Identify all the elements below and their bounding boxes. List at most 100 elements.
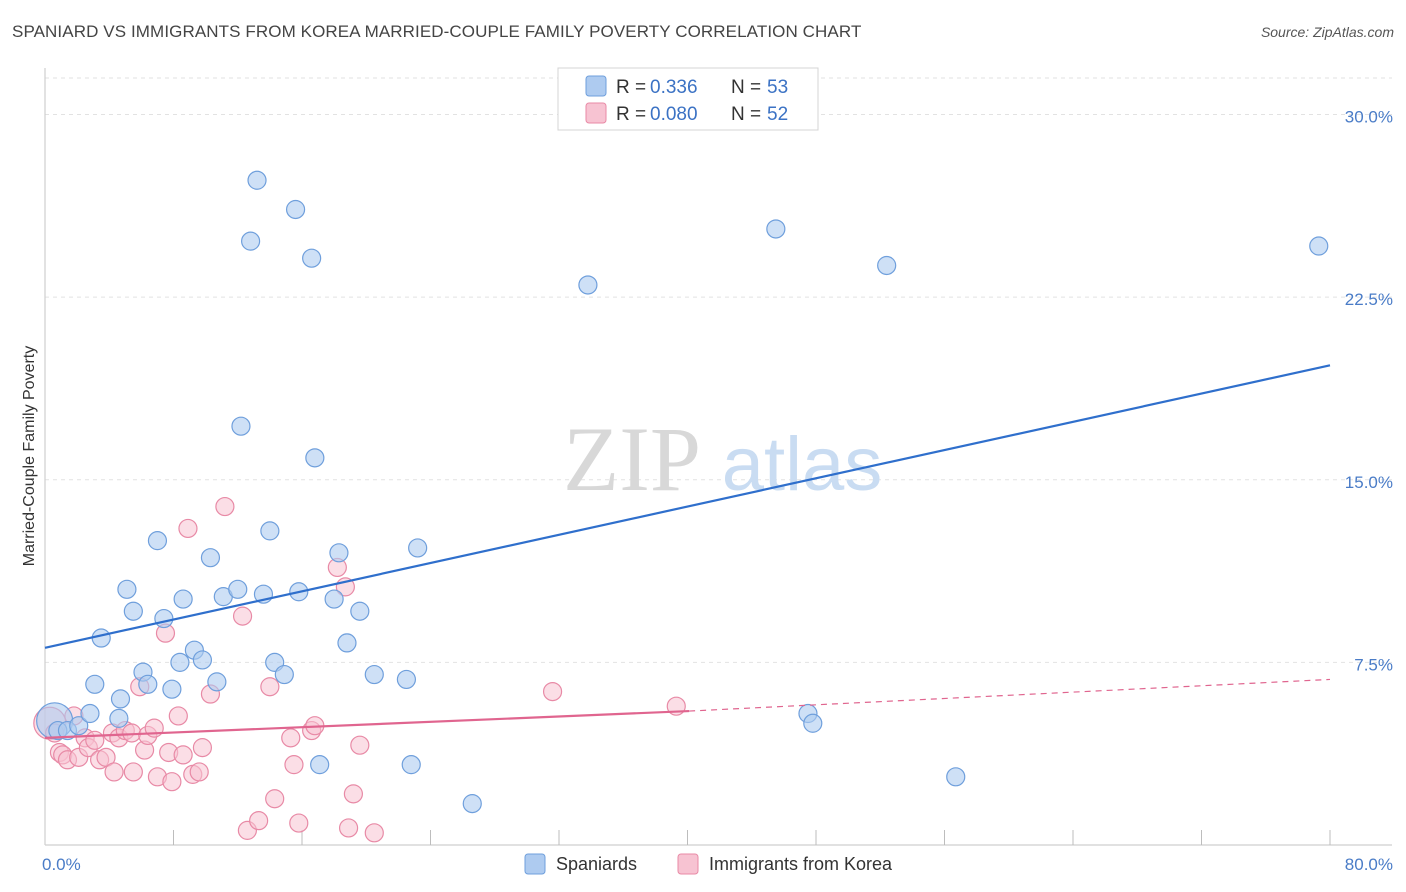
data-point-spaniards (285, 199, 306, 220)
data-point-spaniards (350, 601, 370, 621)
data-point-spaniards (110, 689, 131, 709)
data-point-spaniards (1309, 236, 1329, 256)
data-point-spaniards (228, 579, 248, 599)
source-label: Source: ZipAtlas.com (1260, 24, 1394, 40)
data-point-spaniards (305, 448, 325, 468)
data-point-korea (104, 762, 124, 782)
data-point-korea (189, 762, 209, 782)
legend-n-value: 53 (767, 77, 788, 98)
data-point-spaniards (80, 703, 100, 724)
data-point-korea (215, 496, 235, 517)
y-tick-label: 15.0% (1345, 473, 1393, 492)
x-tick-label: 0.0% (42, 855, 81, 874)
legend-r-label: R = (616, 104, 646, 125)
data-point-korea (265, 789, 285, 809)
data-point-korea (123, 762, 143, 782)
data-point-spaniards (337, 633, 357, 653)
data-point-spaniards (69, 716, 89, 736)
data-point-korea (338, 818, 359, 838)
chart-title: SPANIARD VS IMMIGRANTS FROM KOREA MARRIE… (12, 22, 862, 41)
data-point-spaniards (274, 664, 294, 685)
legend-n-label: N = (731, 77, 761, 98)
data-point-korea (162, 772, 182, 792)
data-point-korea (542, 681, 563, 702)
data-point-spaniards (302, 248, 322, 268)
data-point-spaniards (170, 652, 190, 672)
data-point-spaniards (329, 543, 349, 563)
bottom-legend-swatch-spaniards (524, 853, 546, 875)
y-tick-label: 22.5% (1345, 290, 1393, 309)
y-axis-label: Married-Couple Family Poverty (21, 346, 38, 567)
data-point-spaniards (247, 170, 267, 190)
data-point-spaniards (241, 231, 261, 251)
data-point-spaniards (123, 601, 143, 621)
data-point-spaniards (766, 219, 786, 239)
data-point-spaniards (154, 608, 174, 629)
data-point-korea (350, 735, 370, 755)
data-point-spaniards (207, 672, 227, 692)
data-point-korea (192, 738, 213, 758)
trend-lines (44, 364, 1331, 739)
data-point-spaniards (117, 579, 137, 599)
data-point-spaniards (138, 674, 158, 694)
data-point-korea (364, 823, 384, 843)
data-point-korea (284, 755, 304, 775)
data-point-spaniards (396, 669, 417, 690)
data-point-spaniards (173, 589, 193, 609)
bottom-legend-spaniards: Spaniards (556, 854, 637, 874)
legend-r-value: 0.080 (650, 104, 698, 125)
data-point-spaniards (85, 674, 105, 694)
data-point-korea (85, 730, 105, 750)
data-point-spaniards (310, 755, 330, 775)
data-point-korea (343, 784, 363, 804)
bottom-legend-korea: Immigrants from Korea (709, 854, 893, 874)
data-point-spaniards (401, 755, 421, 775)
data-point-spaniards (91, 628, 111, 648)
data-point-spaniards (162, 679, 182, 699)
data-point-korea (289, 813, 309, 833)
y-tick-label: 7.5% (1354, 655, 1393, 674)
data-point-korea (168, 706, 188, 726)
series-spaniards (36, 170, 1329, 814)
legend-n-value: 52 (767, 104, 788, 125)
data-point-spaniards (231, 416, 251, 436)
data-point-korea (249, 811, 269, 831)
legend-r-value: 0.336 (650, 77, 698, 98)
data-point-korea (96, 747, 116, 767)
data-point-spaniards (260, 521, 280, 541)
data-point-spaniards (803, 713, 823, 733)
y-tick-label: 30.0% (1345, 108, 1393, 127)
data-point-spaniards (364, 664, 384, 685)
data-point-korea (173, 745, 193, 765)
trend-line-korea-extension (689, 678, 1331, 712)
watermark-zip: ZIP (563, 408, 701, 510)
legend-n-label: N = (731, 104, 761, 125)
data-point-spaniards (324, 589, 344, 609)
data-point-spaniards (877, 255, 897, 276)
data-point-spaniards (192, 650, 213, 670)
data-point-spaniards (462, 794, 482, 814)
trend-line-korea (44, 709, 690, 739)
legend-swatch-korea (585, 102, 607, 124)
data-point-spaniards (200, 548, 221, 568)
data-point-spaniards (408, 538, 428, 558)
data-point-korea (260, 677, 280, 697)
data-point-spaniards (946, 767, 966, 787)
trend-line-spaniards (44, 364, 1331, 649)
x-tick-label: 80.0% (1345, 855, 1393, 874)
legend-swatch-spaniards (585, 75, 607, 97)
bottom-legend: Spaniards Immigrants from Korea (524, 853, 893, 875)
tick-labels: 7.5% 15.0% 22.5% 30.0% 0.0% 80.0% (42, 108, 1393, 874)
grid-lines (45, 77, 1392, 663)
data-point-spaniards (578, 275, 598, 295)
series-immigrants-from-korea (33, 496, 686, 843)
data-point-korea (178, 518, 198, 539)
data-point-korea (232, 606, 253, 626)
data-point-korea (281, 728, 301, 748)
data-point-spaniards (147, 531, 168, 551)
bottom-legend-swatch-korea (677, 853, 699, 875)
legend-r-label: R = (616, 77, 646, 98)
data-point-spaniards (109, 708, 129, 728)
legend: R = 0.336 N = 53 R = 0.080 N = 52 (557, 67, 819, 131)
